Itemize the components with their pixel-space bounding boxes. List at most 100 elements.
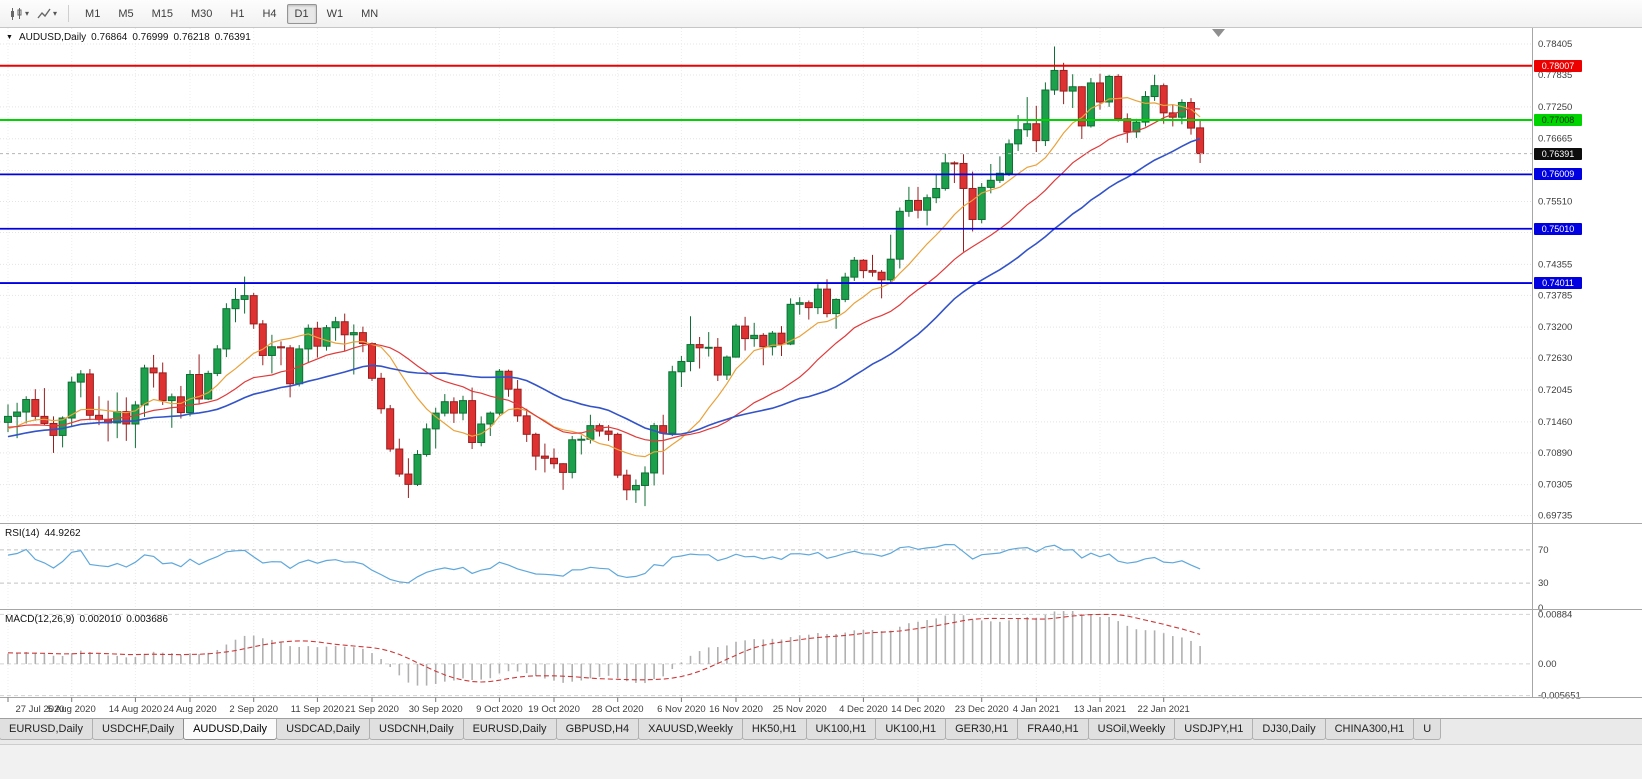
chart-tab-8[interactable]: HK50,H1 bbox=[741, 719, 807, 740]
chart-tab-0[interactable]: EURUSD,Daily bbox=[0, 719, 93, 740]
macd-histogram bbox=[7, 611, 1201, 686]
chart-area: 0.78405 0.77835 0.77250 0.76665 0.75510 0.743… bbox=[0, 28, 1642, 718]
svg-text:16 Nov 2020: 16 Nov 2020 bbox=[709, 704, 763, 715]
candles-layer[interactable] bbox=[4, 46, 1205, 507]
timeframe-button-m1[interactable]: M1 bbox=[85, 7, 101, 20]
svg-text:0.77250: 0.77250 bbox=[1538, 102, 1572, 113]
macd-name: MACD(12,26,9) bbox=[5, 614, 75, 625]
timeframe-button-d1[interactable]: D1 bbox=[286, 3, 317, 24]
timeframe-button-m15[interactable]: M15 bbox=[151, 7, 173, 20]
chart-tab-1[interactable]: USDCHF,Daily bbox=[91, 719, 185, 740]
timeframe-button-m30[interactable]: M30 bbox=[191, 7, 213, 20]
timeframe-buttons: M1 M5 M15 M30 H1 H4 D1 W1 MN bbox=[76, 3, 387, 24]
svg-text:2 Sep 2020: 2 Sep 2020 bbox=[229, 704, 278, 715]
chart-tabbar: EURUSD,Daily USDCHF,Daily AUDUSD,Daily USDC… bbox=[0, 718, 1642, 744]
price-line-label-0.74011[interactable]: 0.74011 bbox=[1534, 277, 1582, 290]
svg-text:0.73200: 0.73200 bbox=[1538, 322, 1572, 333]
bid-price-label: 0.76391 bbox=[1534, 147, 1582, 160]
svg-text:0.70305: 0.70305 bbox=[1538, 480, 1572, 491]
svg-text:4 Jan 2021: 4 Jan 2021 bbox=[1013, 704, 1060, 715]
indicators-button[interactable]: ▾ bbox=[33, 4, 61, 24]
timeframe-button-w1[interactable]: W1 bbox=[326, 7, 344, 20]
rsi-name: RSI(14) bbox=[5, 528, 40, 539]
svg-text:9 Oct 2020: 9 Oct 2020 bbox=[476, 704, 522, 715]
chart-type-button[interactable]: ▾ bbox=[5, 4, 33, 24]
chart-tab-13[interactable]: USOil,Weekly bbox=[1087, 719, 1176, 740]
chart-tab-7[interactable]: XAUUSD,Weekly bbox=[638, 719, 743, 740]
chart-tab-6[interactable]: GBPUSD,H4 bbox=[555, 719, 640, 740]
chart-tab-14[interactable]: USDJPY,H1 bbox=[1174, 719, 1254, 740]
svg-text:27 Jul 2020: 27 Jul 2020 bbox=[15, 704, 64, 715]
chart-tab-10[interactable]: UK100,H1 bbox=[875, 719, 947, 740]
hlines-layer[interactable] bbox=[0, 64, 1532, 284]
svg-text:22 Jan 2021: 22 Jan 2021 bbox=[1138, 704, 1190, 715]
rsi-line bbox=[7, 543, 1201, 584]
svg-text:25 Nov 2020: 25 Nov 2020 bbox=[773, 704, 827, 715]
toolbar-separator bbox=[68, 5, 70, 22]
chart-tab-2[interactable]: AUDUSD,Daily bbox=[183, 719, 278, 740]
svg-text:30 Sep 2020: 30 Sep 2020 bbox=[409, 704, 463, 715]
chart-tab-17[interactable]: U bbox=[1413, 719, 1442, 740]
chart-tab-3[interactable]: USDCAD,Daily bbox=[276, 719, 371, 740]
chart-tab-15[interactable]: DJ30,Daily bbox=[1252, 719, 1326, 740]
svg-text:0.00884: 0.00884 bbox=[1538, 609, 1572, 620]
svg-text:0.76665: 0.76665 bbox=[1538, 134, 1572, 145]
svg-text:23 Dec 2020: 23 Dec 2020 bbox=[955, 704, 1009, 715]
svg-text:0.70890: 0.70890 bbox=[1538, 448, 1572, 459]
timeframe-button-m5[interactable]: M5 bbox=[118, 7, 134, 20]
svg-text:21 Sep 2020: 21 Sep 2020 bbox=[345, 704, 399, 715]
timeframe-button-h4[interactable]: H4 bbox=[262, 7, 277, 20]
status-strip bbox=[0, 744, 1642, 779]
chart-tab-9[interactable]: UK100,H1 bbox=[805, 719, 877, 740]
price-line-label-0.75010[interactable]: 0.75010 bbox=[1534, 222, 1582, 235]
chart-canvas[interactable]: 0.78405 0.77835 0.77250 0.76665 0.75510 0.743… bbox=[0, 28, 1642, 718]
chart-tab-5[interactable]: EURUSD,Daily bbox=[462, 719, 557, 740]
close-value: 0.76391 bbox=[214, 32, 251, 43]
macd-signal-value: 0.003686 bbox=[126, 614, 168, 625]
high-value: 0.76999 bbox=[132, 32, 169, 43]
low-value: 0.76218 bbox=[173, 32, 210, 43]
svg-text:0.75510: 0.75510 bbox=[1538, 197, 1572, 208]
rsi-value: 44.9262 bbox=[44, 528, 81, 539]
ma-10-line bbox=[7, 96, 1201, 458]
svg-text:0.77835: 0.77835 bbox=[1538, 70, 1572, 81]
open-value: 0.76864 bbox=[91, 32, 128, 43]
svg-text:14 Aug 2020: 14 Aug 2020 bbox=[109, 704, 162, 715]
chart-tab-11[interactable]: GER30,H1 bbox=[945, 719, 1019, 740]
candlestick-chart-icon bbox=[11, 7, 22, 20]
chevron-down-icon: ▾ bbox=[25, 8, 30, 18]
chart-tab-12[interactable]: FRA40,H1 bbox=[1017, 719, 1089, 740]
grid-layer bbox=[0, 28, 1532, 697]
timeframe-button-h1[interactable]: H1 bbox=[230, 7, 245, 20]
ma-21-line bbox=[7, 107, 1201, 442]
price-line-label-0.76009[interactable]: 0.76009 bbox=[1534, 168, 1582, 181]
svg-text:19 Oct 2020: 19 Oct 2020 bbox=[528, 704, 580, 715]
chart-tab-4[interactable]: USDCNH,Daily bbox=[369, 719, 464, 740]
svg-text:30: 30 bbox=[1538, 578, 1549, 589]
chart-tab-16[interactable]: CHINA300,H1 bbox=[1324, 719, 1415, 740]
svg-text:0.00: 0.00 bbox=[1538, 659, 1557, 670]
macd-signal-line bbox=[7, 613, 1201, 683]
chart-shift-marker[interactable] bbox=[1212, 29, 1225, 37]
svg-text:-0.005651: -0.005651 bbox=[1538, 691, 1581, 702]
svg-text:24 Aug 2020: 24 Aug 2020 bbox=[163, 704, 216, 715]
svg-text:14 Dec 2020: 14 Dec 2020 bbox=[891, 704, 945, 715]
price-line-label-0.77008[interactable]: 0.77008 bbox=[1534, 114, 1582, 127]
price-line-label-0.78007[interactable]: 0.78007 bbox=[1534, 59, 1582, 72]
svg-text:11 Sep 2020: 11 Sep 2020 bbox=[291, 704, 344, 715]
timeframe-button-mn[interactable]: MN bbox=[361, 7, 379, 20]
svg-text:6 Nov 2020: 6 Nov 2020 bbox=[657, 704, 706, 715]
svg-text:28 Oct 2020: 28 Oct 2020 bbox=[592, 704, 644, 715]
svg-text:13 Jan 2021: 13 Jan 2021 bbox=[1074, 704, 1126, 715]
svg-text:0.71460: 0.71460 bbox=[1538, 417, 1572, 428]
rsi-indicator-label: RSI(14) 44.9262 bbox=[5, 528, 81, 539]
svg-text:0: 0 bbox=[1538, 603, 1543, 614]
symbol-dropdown-icon[interactable]: ▼ bbox=[6, 34, 13, 41]
symbol-period-label: AUDUSD,Daily bbox=[18, 32, 87, 43]
macd-main-value: 0.002010 bbox=[79, 614, 122, 625]
svg-text:0.72045: 0.72045 bbox=[1538, 385, 1572, 396]
svg-text:0.72630: 0.72630 bbox=[1538, 353, 1572, 364]
chevron-down-icon: ▾ bbox=[53, 8, 58, 18]
svg-text:0.73785: 0.73785 bbox=[1538, 290, 1572, 301]
